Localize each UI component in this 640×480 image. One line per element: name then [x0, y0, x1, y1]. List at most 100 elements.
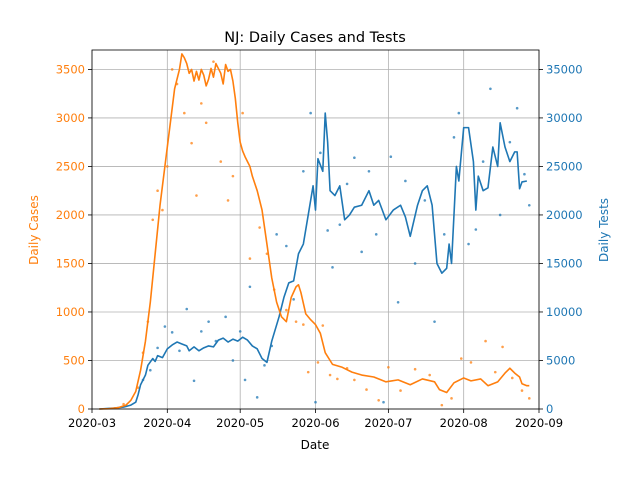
tests-point: [360, 250, 363, 254]
tests-point: [474, 228, 478, 231]
cases-point: [469, 361, 473, 364]
cases-point: [190, 141, 193, 145]
cases-point: [353, 378, 356, 382]
cases-point: [328, 373, 332, 377]
tests-point: [178, 349, 181, 353]
cases-point: [365, 388, 368, 391]
tests-point: [433, 320, 436, 323]
tests-line: [99, 112, 528, 410]
tests-point: [481, 160, 485, 163]
cases-point: [377, 398, 380, 402]
right-tick-label: 0: [546, 402, 553, 416]
right-tick-label: 15000: [546, 256, 583, 270]
cases-line-group: [99, 53, 530, 410]
tests-point: [457, 111, 461, 115]
cases-line: [99, 53, 530, 410]
tests-point: [207, 320, 210, 323]
left-tick-label: 2500: [56, 159, 85, 173]
tests-point: [248, 285, 252, 289]
tests-point: [326, 229, 329, 232]
tests-point: [489, 87, 492, 91]
cases-point: [440, 403, 444, 407]
tests-point: [238, 330, 242, 333]
tests-point: [263, 364, 266, 367]
left-tick-label: 1500: [56, 256, 85, 270]
x-tick-label: 2020-07: [364, 416, 412, 430]
cases-point: [450, 397, 453, 400]
x-tick-label: 2020-04: [143, 416, 191, 430]
tests-point: [200, 330, 203, 333]
cases-point: [241, 111, 244, 115]
tests-point: [423, 199, 427, 202]
left-tick-label: 3500: [56, 62, 85, 76]
cases-point: [285, 308, 288, 312]
tests-point: [442, 233, 446, 236]
tests-scatter: [141, 87, 531, 404]
right-tick-label: 35000: [546, 62, 583, 76]
tests-line-group: [99, 112, 528, 410]
cases-point: [156, 189, 159, 192]
tests-point: [231, 359, 235, 362]
cases-point: [122, 402, 125, 406]
cases-point: [336, 377, 339, 381]
tests-point: [224, 315, 227, 319]
cases-point: [387, 365, 390, 369]
cases-point: [316, 361, 320, 364]
cases-point: [306, 370, 310, 374]
cases-point: [212, 60, 215, 63]
cases-point: [527, 397, 531, 400]
gridlines: [91, 50, 540, 410]
tests-point: [149, 368, 152, 372]
cases-point: [195, 194, 198, 197]
right-tick-label: 30000: [546, 111, 583, 125]
tests-point: [382, 400, 385, 404]
x-tick-label: 2020-03: [68, 416, 116, 430]
tests-point: [452, 136, 456, 139]
left-tick-label: 1000: [56, 305, 85, 319]
tests-point: [508, 140, 512, 144]
cases-point: [459, 357, 463, 360]
tests-point: [353, 156, 356, 159]
tests-point: [302, 169, 305, 173]
right-tick-label: 20000: [546, 208, 583, 222]
cases-point: [170, 68, 174, 71]
tests-point: [389, 155, 393, 159]
tests-point: [192, 379, 196, 383]
x-axis-ticks: 2020-03 2020-04 2020-05 2020-06 2020-07 2020-…: [68, 409, 563, 430]
cases-point: [183, 111, 186, 115]
tests-point: [467, 242, 470, 246]
tests-point: [314, 400, 317, 404]
left-tick-label: 0: [78, 402, 85, 416]
cases-point: [151, 218, 155, 222]
tests-point: [338, 223, 342, 226]
left-axis-label: Daily Cases: [27, 195, 41, 265]
tests-point: [243, 378, 247, 382]
tests-point: [523, 172, 526, 176]
cases-point: [484, 339, 487, 343]
left-tick-label: 2000: [56, 208, 85, 222]
tests-point: [309, 111, 312, 115]
cases-point: [501, 345, 504, 349]
tests-point: [170, 331, 174, 334]
right-axis-ticks: 0 5000 10000 15000 20000 25000 30000 35000: [539, 62, 583, 416]
cases-point: [200, 102, 203, 105]
cases-scatter: [122, 60, 531, 407]
cases-point: [321, 324, 325, 327]
right-tick-label: 5000: [546, 353, 575, 367]
cases-point: [399, 389, 402, 392]
cases-point: [166, 165, 169, 168]
x-tick-label: 2020-08: [440, 416, 488, 430]
cases-point: [219, 160, 223, 163]
x-tick-label: 2020-06: [291, 416, 339, 430]
chart-title: NJ: Daily Cases and Tests: [224, 30, 406, 46]
tests-point: [527, 203, 531, 207]
cases-point: [520, 389, 524, 392]
left-tick-label: 500: [63, 353, 85, 367]
x-axis-label: Date: [301, 438, 330, 452]
tests-point: [156, 346, 159, 350]
tests-point: [396, 300, 400, 304]
tests-point: [404, 179, 407, 183]
tests-point: [163, 325, 167, 328]
tests-point: [255, 396, 259, 399]
